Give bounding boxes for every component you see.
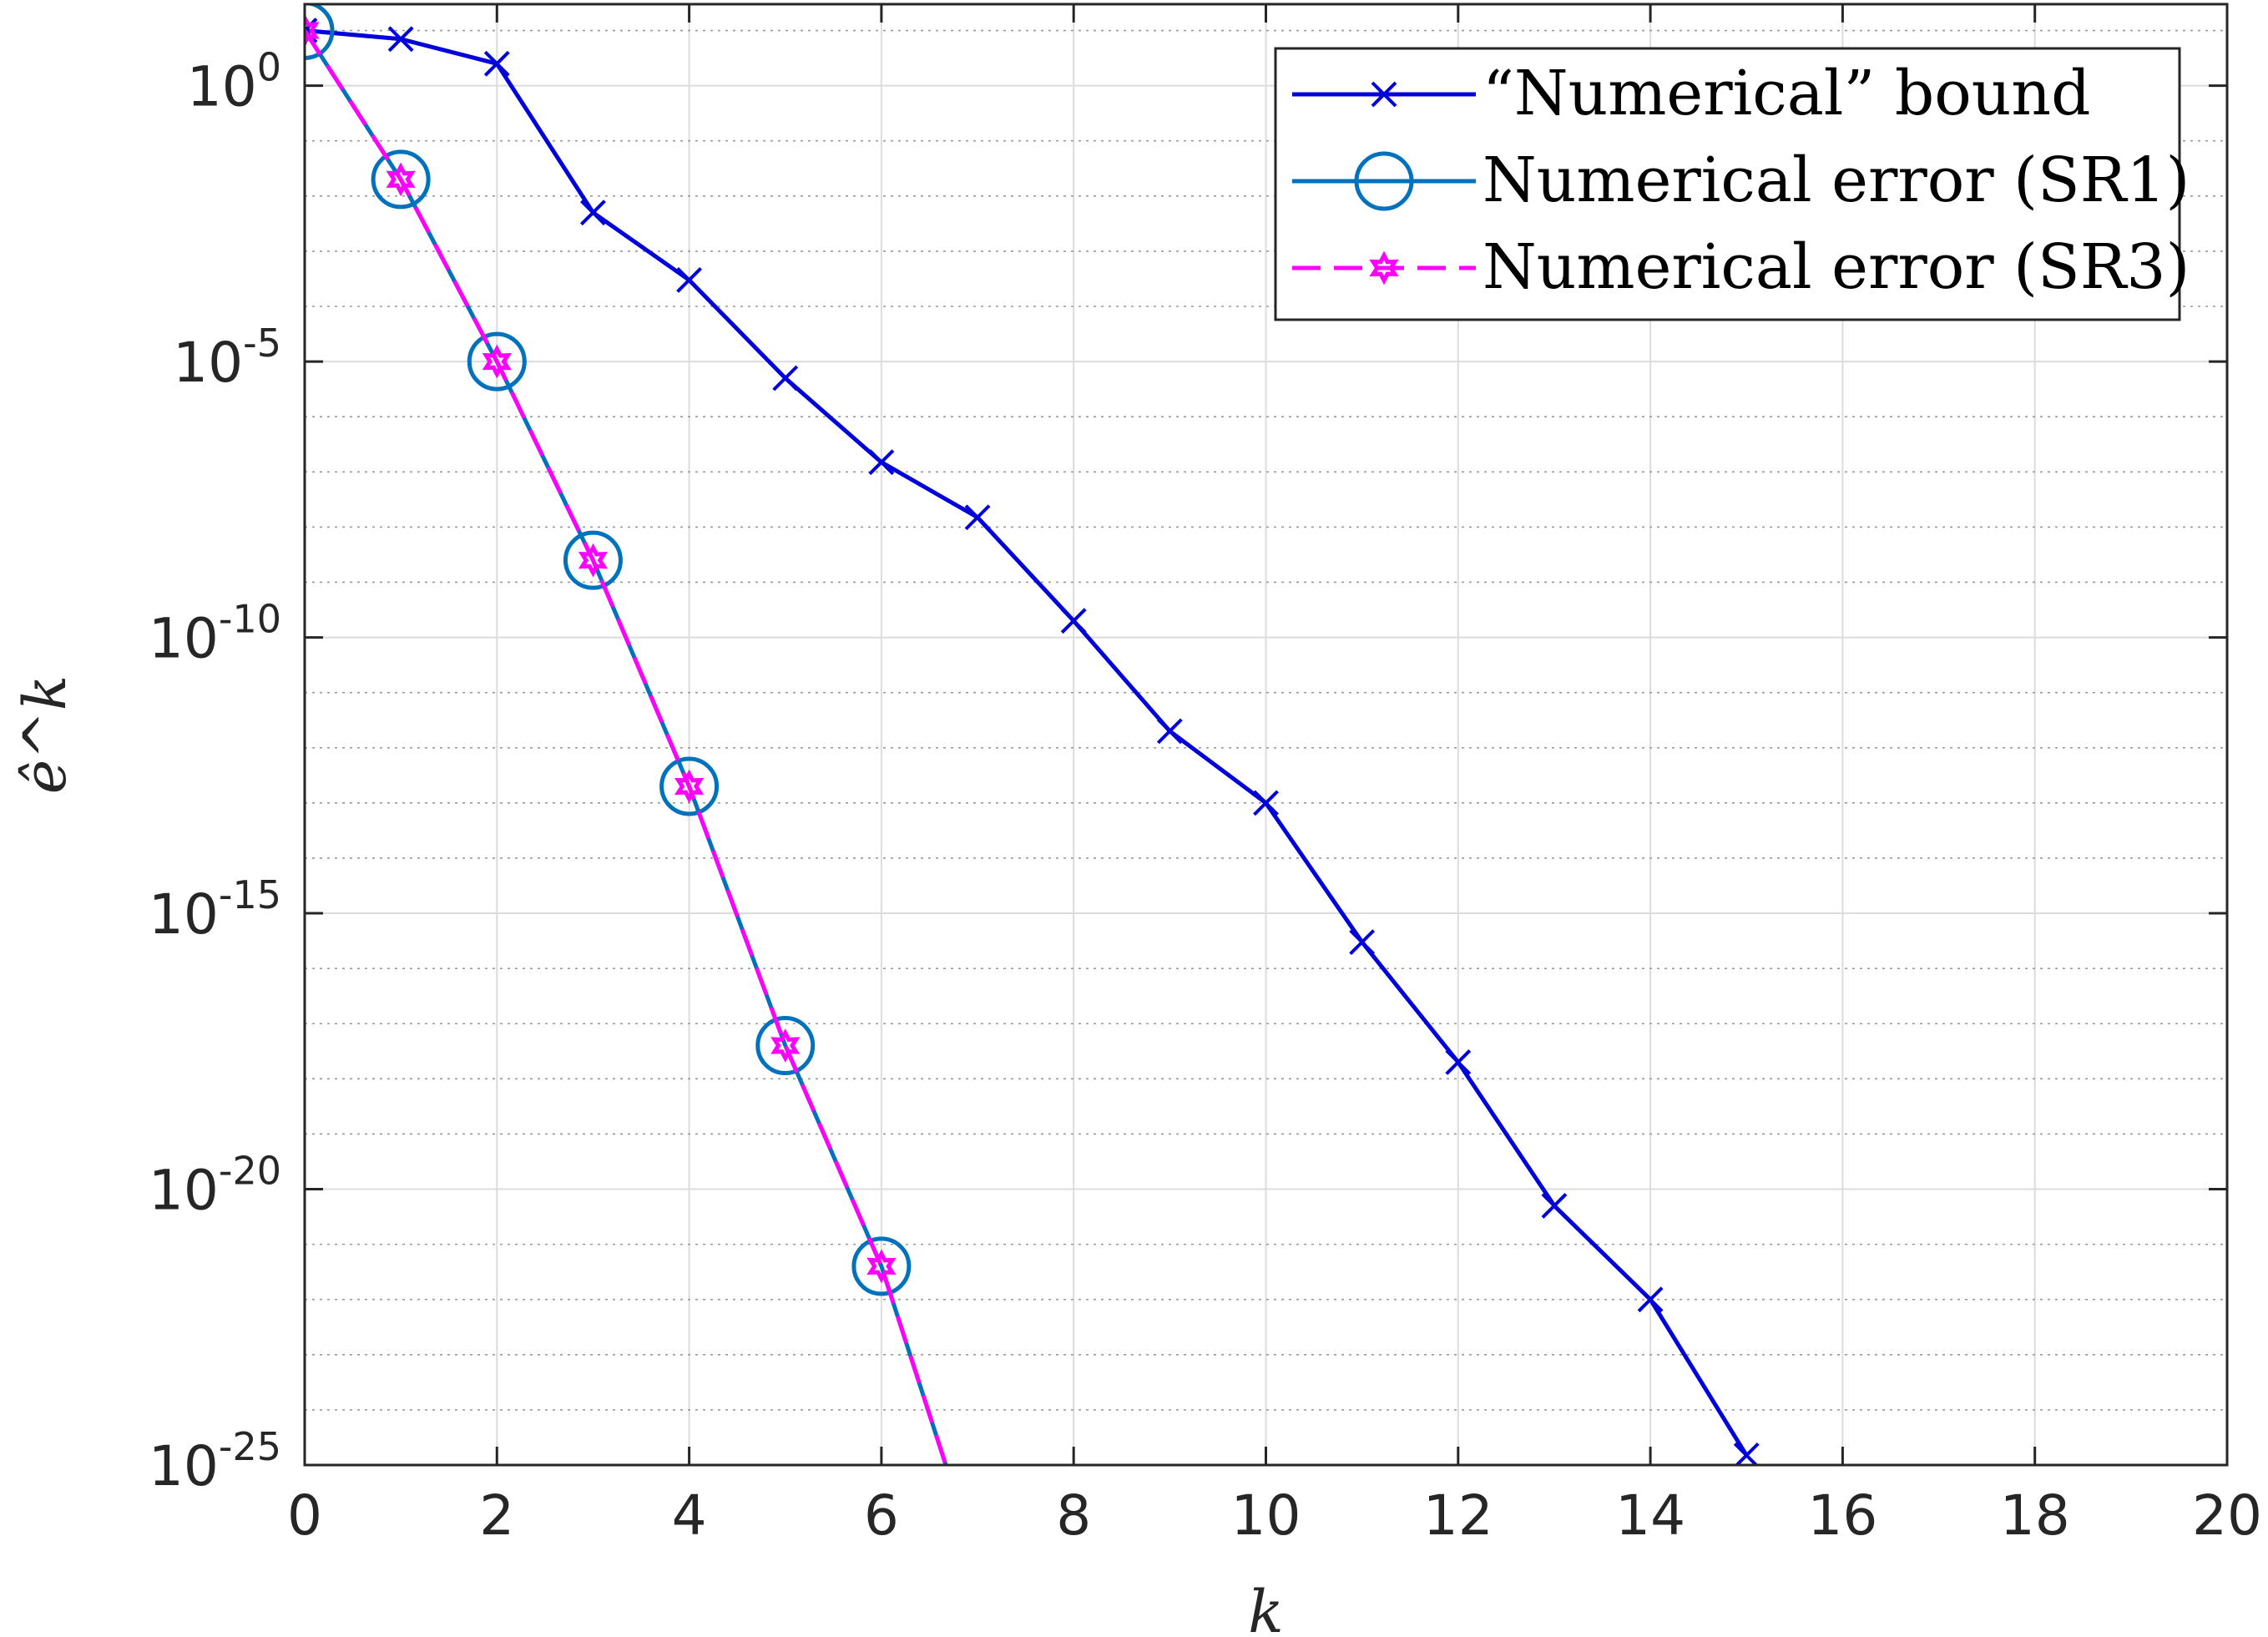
- series-2-point: [563, 530, 623, 590]
- x-tick-label: 18: [2000, 1483, 2070, 1548]
- series-3-point: [770, 1028, 801, 1063]
- legend-marker: [1354, 151, 1414, 211]
- series-2-point: [755, 1016, 816, 1076]
- series-3-point: [386, 162, 416, 197]
- series-3-point: [578, 543, 609, 578]
- series-3-point: [305, 13, 320, 48]
- y-axis-label: ê^k: [11, 675, 79, 795]
- series-1-point: [387, 26, 414, 53]
- series-3-point: [482, 344, 513, 379]
- series-2-point: [659, 756, 720, 816]
- y-tick-label: 10-5: [173, 321, 281, 395]
- series-1-point: [1637, 1286, 1664, 1313]
- x-tick-label: 12: [1423, 1483, 1493, 1548]
- legend-label: Numerical error (SR1): [1483, 144, 2190, 216]
- series-1-point: [868, 449, 895, 476]
- series-1-point: [1060, 608, 1087, 634]
- x-tick-label: 16: [1807, 1483, 1877, 1548]
- series-3-point: [866, 1249, 897, 1284]
- y-tick-label: 10-15: [149, 872, 281, 947]
- legend-label: “Numerical” bound: [1483, 58, 2090, 129]
- y-tick-label: 10-20: [149, 1149, 281, 1223]
- plot-series: [305, 4, 1760, 1465]
- x-tick-label: 8: [1056, 1483, 1091, 1548]
- legend-marker: [1369, 250, 1399, 285]
- series-line-2: [305, 29, 948, 1465]
- series-1-point: [1445, 1049, 1472, 1075]
- series-2-point: [305, 4, 335, 61]
- x-tick-label: 14: [1615, 1483, 1685, 1548]
- series-1-point: [1156, 718, 1183, 745]
- y-tick-label: 10-25: [149, 1424, 281, 1498]
- y-tick-label: 100: [187, 45, 281, 119]
- tick-labels: 0 2 4 6 8 10 12 14 16 18 20 100 10-5 10-10 10-15 10-20 1…: [149, 4, 2262, 1548]
- series-3-point: [674, 769, 705, 804]
- series-1-point: [1541, 1193, 1568, 1219]
- series-2: [305, 4, 948, 1465]
- x-tick-label: 4: [672, 1483, 707, 1548]
- series-2-point: [371, 149, 431, 210]
- series-1-point: [1733, 1442, 1760, 1465]
- series-3: [305, 13, 948, 1465]
- series-line-3: [305, 29, 948, 1465]
- series-line-1: [305, 28, 1749, 1457]
- legend: “Numerical” bound Numerical error (SR1) Nu…: [1274, 47, 2190, 321]
- x-tick-label: 20: [2192, 1483, 2262, 1548]
- series-1-point: [1253, 790, 1279, 816]
- series-2-point: [467, 331, 527, 392]
- x-tick-label: 0: [287, 1483, 322, 1548]
- series-2-point: [851, 1236, 912, 1296]
- x-tick-label: 10: [1231, 1483, 1301, 1548]
- series-1-point: [964, 504, 991, 531]
- x-tick-label: 6: [864, 1483, 899, 1548]
- x-tick-label: 2: [479, 1483, 514, 1548]
- series-1-point: [483, 50, 510, 77]
- x-axis-label: k: [1248, 1578, 1283, 1637]
- legend-marker: [1371, 81, 1397, 108]
- series-1-point: [772, 365, 799, 392]
- series-1: [305, 18, 1760, 1465]
- y-tick-label: 10-10: [149, 597, 281, 671]
- y-axis-label-text: ê^k: [11, 675, 79, 795]
- series-1-point: [676, 267, 703, 293]
- series-1-point: [1349, 929, 1376, 956]
- legend-label: Numerical error (SR3): [1483, 231, 2190, 303]
- series-1-point: [580, 200, 606, 226]
